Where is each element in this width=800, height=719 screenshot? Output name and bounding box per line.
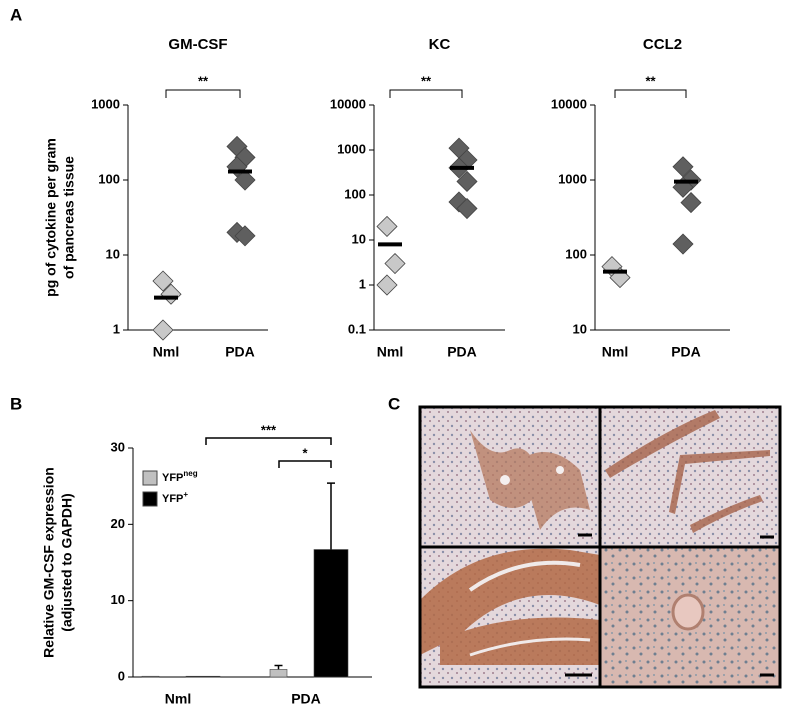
data-point	[680, 192, 702, 214]
bar	[141, 675, 160, 678]
y-tick-label: 10	[573, 321, 587, 336]
panel-label: A	[10, 5, 22, 24]
significance-label: **	[645, 73, 656, 88]
y-tick-label: 100	[565, 246, 587, 261]
y-tick-label: 10000	[330, 96, 366, 111]
x-tick-label: Nml	[602, 344, 628, 360]
y-tick-label: 10	[111, 592, 125, 607]
data-point	[672, 233, 694, 255]
x-tick-label: PDA	[447, 344, 477, 360]
panel-label: B	[10, 394, 22, 413]
x-tick-label: Nml	[377, 344, 403, 360]
error-bar	[327, 482, 335, 550]
significance-bracket	[278, 460, 332, 468]
bar	[313, 549, 349, 678]
y-tick-label: 10	[352, 231, 366, 246]
histology-panel	[418, 405, 782, 689]
chart-title: KC	[429, 36, 451, 53]
y-tick-label: 1	[359, 276, 366, 291]
chart-title: GM-CSF	[168, 36, 227, 53]
data-point	[152, 270, 174, 292]
bar	[269, 669, 288, 678]
data-point	[376, 274, 398, 296]
y-axis-label: of pancreas tissue	[61, 156, 77, 279]
data-point	[456, 170, 478, 193]
data-point	[384, 252, 406, 275]
y-tick-label: 0.1	[348, 321, 366, 336]
y-tick-label: 1000	[558, 171, 587, 186]
chart-title: CCL2	[643, 36, 682, 53]
significance-label: ***	[261, 422, 277, 437]
bar	[185, 675, 221, 678]
legend-label: YFP+	[162, 490, 188, 505]
y-tick-label: 10000	[551, 96, 587, 111]
y-tick-label: 100	[344, 186, 366, 201]
data-point	[234, 169, 256, 191]
legend-swatch	[142, 470, 158, 486]
data-point	[672, 176, 694, 198]
y-tick-label: 1000	[91, 96, 120, 111]
legend-label: YFPneg	[162, 469, 198, 484]
legend-superscript: neg	[183, 469, 197, 478]
data-point	[234, 225, 256, 247]
significance-label: **	[421, 73, 432, 88]
data-point	[160, 283, 182, 305]
significance-label: **	[198, 73, 209, 88]
significance-label: *	[302, 445, 308, 460]
significance-bracket	[614, 89, 687, 98]
data-point	[152, 319, 174, 341]
y-tick-label: 10	[106, 246, 120, 261]
y-tick-label: 1	[113, 321, 120, 336]
error-bar	[274, 664, 283, 670]
y-tick-label: 1000	[337, 141, 366, 156]
significance-bracket	[165, 89, 241, 98]
significance-bracket	[205, 437, 332, 445]
significance-bracket	[389, 89, 463, 98]
data-point	[609, 267, 631, 289]
y-tick-label: 30	[111, 439, 125, 454]
legend-superscript: +	[183, 490, 188, 499]
y-axis-label: Relative GM-CSF expression	[41, 467, 57, 658]
panel-label: C	[388, 394, 400, 413]
data-point	[456, 197, 478, 220]
x-tick-label: PDA	[291, 691, 321, 707]
y-axis-label: pg of cytokine per gram	[43, 138, 59, 297]
x-tick-label: PDA	[671, 344, 701, 360]
y-tick-label: 100	[98, 171, 120, 186]
data-point	[376, 215, 398, 238]
x-tick-label: Nml	[165, 691, 191, 707]
y-tick-label: 0	[118, 668, 125, 683]
y-tick-label: 20	[111, 516, 125, 531]
legend-swatch	[142, 491, 158, 507]
data-point	[448, 191, 470, 213]
x-tick-label: Nml	[153, 344, 179, 360]
x-tick-label: PDA	[225, 344, 255, 360]
y-axis-label: (adjusted to GAPDH)	[59, 493, 75, 631]
